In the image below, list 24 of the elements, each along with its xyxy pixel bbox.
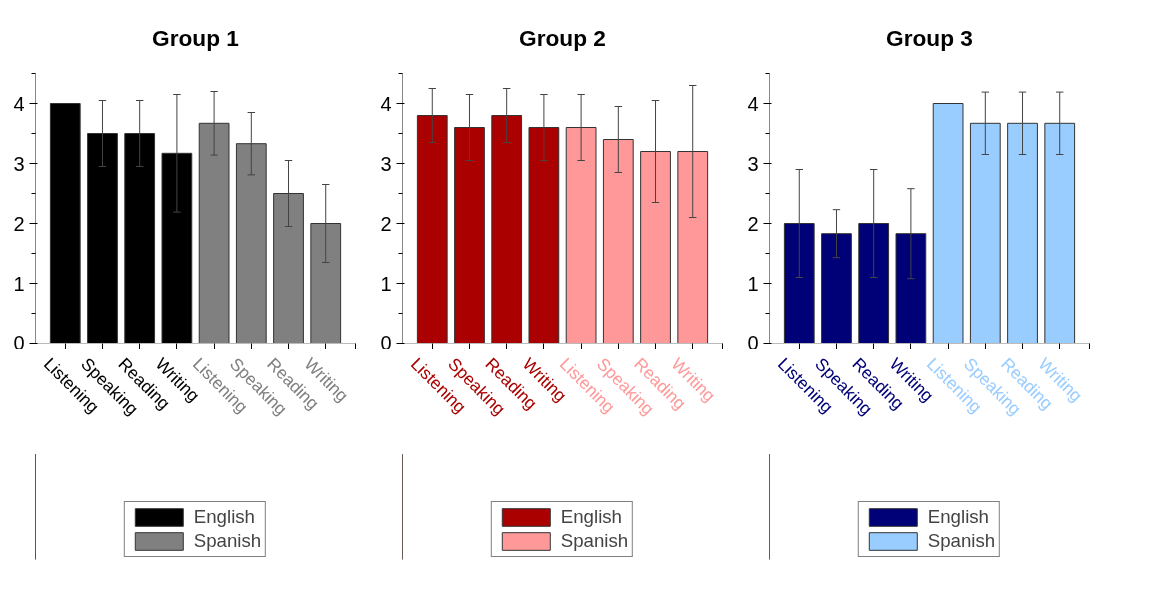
y-tick-label: 2 [13, 212, 25, 235]
y-tick-label: 4 [13, 92, 25, 115]
y-tick-label: 4 [747, 92, 759, 115]
y-tick-label: 4 [380, 92, 392, 115]
legend-label: English [927, 506, 989, 528]
y-tick-label: 3 [380, 152, 392, 175]
y-tick-label: 1 [747, 272, 759, 295]
legend-label: Spanish [927, 530, 996, 552]
y-tick-label: 0 [747, 331, 759, 354]
y-tick-label: 1 [380, 272, 392, 295]
y-tick-label: 2 [380, 212, 392, 235]
legend-label: English [560, 506, 622, 528]
y-tick-label: 0 [13, 331, 25, 354]
chart-title: Group 3 [886, 25, 973, 51]
chart-title: Group 1 [152, 25, 239, 51]
y-tick-label: 0 [380, 331, 392, 354]
legend-label: Spanish [560, 530, 629, 552]
y-tick-label: 2 [747, 212, 759, 235]
chart-title: Group 2 [519, 25, 606, 51]
y-tick-label: 3 [13, 152, 25, 175]
y-tick-label: 1 [13, 272, 25, 295]
y-tick-label: 3 [747, 152, 759, 175]
legend-label: English [193, 506, 255, 528]
legend-label: Spanish [193, 530, 262, 552]
